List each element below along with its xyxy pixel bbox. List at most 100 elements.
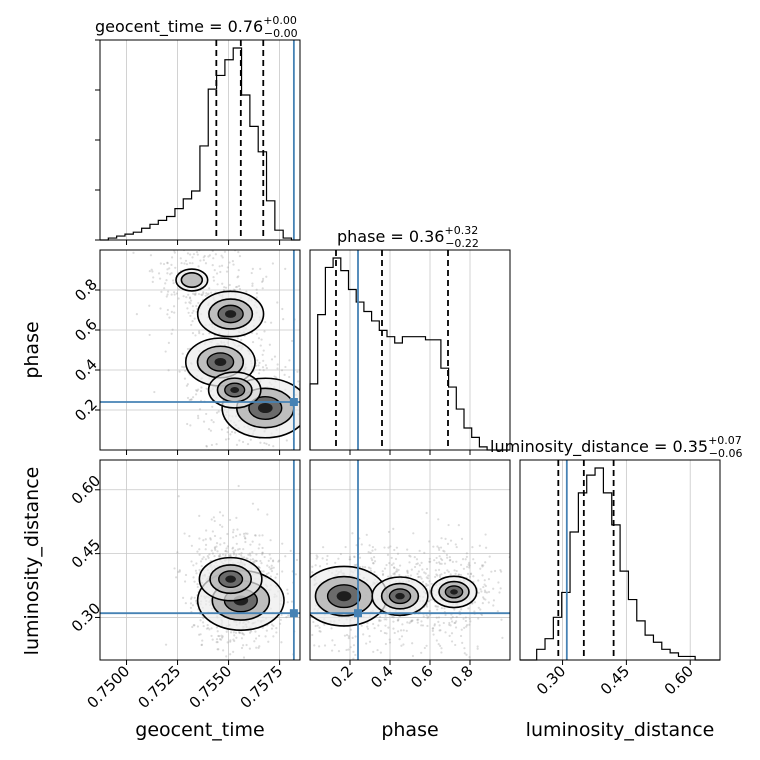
sample-point <box>206 624 209 627</box>
sample-point <box>349 646 352 649</box>
sample-point <box>266 513 269 516</box>
sample-point <box>294 573 297 576</box>
sample-point <box>465 625 468 628</box>
sample-point <box>432 545 435 548</box>
sample-point <box>289 549 292 552</box>
sample-point <box>216 550 219 553</box>
sample-point <box>166 290 170 293</box>
sample-point <box>185 295 188 299</box>
sample-point <box>192 292 195 295</box>
sample-point <box>443 550 446 553</box>
sample-point <box>193 317 196 320</box>
sample-point <box>276 367 279 370</box>
sample-point <box>402 643 405 646</box>
sample-point <box>183 580 187 583</box>
sample-point <box>464 616 467 619</box>
sample-point <box>255 559 258 562</box>
sample-point <box>219 555 222 558</box>
sample-point <box>273 375 276 378</box>
sample-point <box>214 548 217 552</box>
sample-point <box>407 575 410 578</box>
sample-point <box>472 558 475 561</box>
sample-point <box>245 643 248 647</box>
sample-point <box>277 560 280 563</box>
sample-point <box>396 570 399 573</box>
sample-point <box>450 617 453 620</box>
histogram-geocent-time <box>100 47 300 241</box>
sample-point <box>425 584 428 587</box>
sample-point <box>311 633 314 637</box>
density-level-3-3 <box>230 386 240 394</box>
sample-point <box>258 368 261 372</box>
sample-point <box>451 615 454 619</box>
sample-point <box>232 531 235 534</box>
ylabel-luminosity-distance: luminosity_distance <box>21 467 43 656</box>
sample-point <box>285 616 288 619</box>
sample-point <box>429 613 432 616</box>
truth-marker-phase-vs-geocent-time <box>289 398 298 406</box>
sample-point <box>408 554 411 557</box>
sample-point <box>480 613 484 617</box>
sample-point <box>449 624 452 627</box>
sample-point <box>252 560 255 564</box>
sample-point <box>173 293 176 296</box>
sample-point <box>223 542 226 545</box>
sample-point <box>499 568 502 572</box>
sample-point <box>190 596 193 599</box>
sample-point <box>428 560 431 563</box>
truth-marker-luminosity-distance-vs-phase <box>354 609 362 618</box>
sample-point <box>459 563 463 566</box>
sample-point <box>460 608 463 611</box>
sample-point <box>264 364 268 367</box>
sample-point <box>500 618 503 621</box>
sample-point <box>354 563 358 567</box>
sample-point <box>261 366 265 369</box>
sample-point <box>218 511 222 514</box>
sample-point <box>381 572 385 576</box>
sample-point <box>215 272 219 275</box>
sample-point <box>257 566 261 569</box>
sample-point <box>224 286 228 289</box>
sample-point <box>425 614 428 617</box>
sample-point <box>175 292 178 295</box>
sample-point <box>457 573 461 576</box>
sample-point <box>385 618 388 621</box>
sample-point <box>255 559 258 563</box>
sample-point <box>251 282 254 285</box>
sample-point <box>448 621 451 625</box>
sample-point <box>406 570 409 573</box>
sample-point <box>482 597 486 600</box>
sample-point <box>365 642 368 645</box>
sample-point <box>387 530 391 534</box>
sample-point <box>497 581 500 584</box>
sample-point <box>245 290 248 293</box>
sample-point <box>171 279 175 282</box>
sample-point <box>166 308 169 312</box>
sample-point <box>314 624 317 628</box>
sample-point <box>204 558 207 561</box>
panel-frame-phase-vs-geocent-time <box>99 249 301 451</box>
sample-point <box>223 286 226 289</box>
sample-point <box>234 549 237 552</box>
sample-point <box>378 619 381 623</box>
sample-point <box>200 293 203 296</box>
sample-point <box>272 445 275 448</box>
sample-point <box>219 523 222 527</box>
sample-point <box>274 576 277 579</box>
sample-point <box>257 508 260 511</box>
sample-point <box>353 555 356 558</box>
sample-point <box>215 411 219 414</box>
sample-point <box>371 549 374 552</box>
sample-point <box>438 562 442 565</box>
sample-point <box>148 270 151 273</box>
sample-point <box>148 333 151 337</box>
sample-point <box>387 575 390 578</box>
panel-frame-luminosity-distance-hist <box>519 459 721 661</box>
sample-point <box>398 638 401 641</box>
sample-point <box>325 558 328 561</box>
sample-point <box>499 570 503 573</box>
sample-point <box>428 540 431 543</box>
sample-point <box>416 618 419 621</box>
sample-point <box>242 532 246 535</box>
sample-point <box>167 341 170 344</box>
